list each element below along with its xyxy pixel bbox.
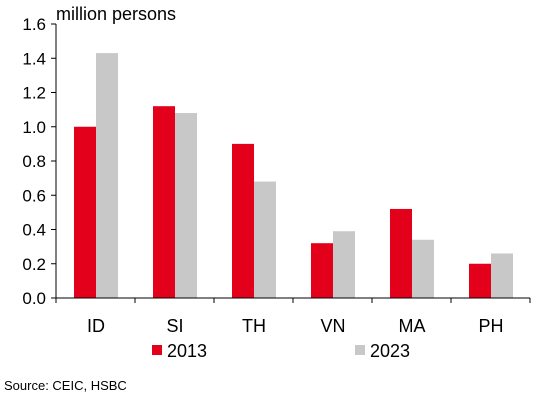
legend-swatch-2023 (355, 345, 365, 355)
bar-2023-PH (491, 253, 513, 298)
y-tick-label: 1.0 (22, 118, 46, 137)
x-tick-label: SI (166, 316, 183, 336)
y-tick-label: 1.4 (22, 49, 46, 68)
legend-label-2013: 2013 (167, 341, 207, 361)
bar-2023-VN (333, 231, 355, 298)
legend: 2013 2023 (152, 341, 410, 361)
bar-2013-TH (232, 143, 254, 298)
bar-series (74, 53, 513, 298)
bar-2013-MA (390, 208, 412, 298)
bar-2013-ID (74, 126, 96, 298)
source-note: Source: CEIC, HSBC (4, 378, 127, 393)
x-tick-label: ID (87, 316, 105, 336)
bar-2023-TH (254, 181, 276, 298)
y-tick-label: 1.6 (22, 15, 46, 34)
y-tick-label: 0.0 (22, 289, 46, 308)
bar-2013-VN (311, 243, 333, 298)
unit-label: million persons (56, 4, 176, 24)
x-tick-label: VN (320, 316, 345, 336)
y-tick-label: 0.6 (22, 186, 46, 205)
y-tick-label: 1.2 (22, 84, 46, 103)
bar-2023-ID (96, 53, 118, 298)
y-tick-label: 0.4 (22, 221, 46, 240)
x-tick-label: MA (399, 316, 426, 336)
x-axis: ID SI TH VN MA PH (55, 297, 531, 336)
legend-swatch-2013 (152, 345, 162, 355)
y-tick-label: 0.8 (22, 152, 46, 171)
legend-label-2023: 2023 (370, 341, 410, 361)
bar-2023-MA (412, 239, 434, 298)
bar-2013-PH (469, 263, 491, 298)
y-tick-label: 0.2 (22, 255, 46, 274)
x-tick-label: TH (242, 316, 266, 336)
bar-2023-SI (175, 113, 197, 298)
bar-2013-SI (153, 106, 175, 298)
x-tick-label: PH (478, 316, 503, 336)
y-axis: 0.0 0.2 0.4 0.6 0.8 1.0 1.2 1.4 1.6 (22, 15, 57, 308)
